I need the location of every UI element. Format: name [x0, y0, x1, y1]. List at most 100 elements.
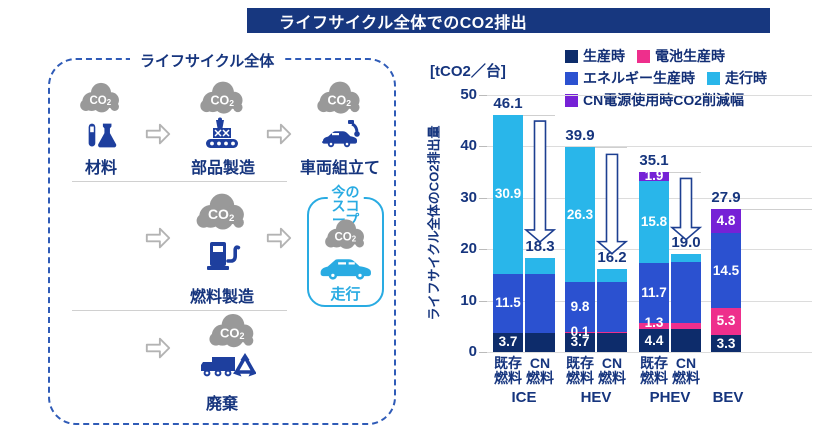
fuel-pump-icon — [202, 236, 242, 276]
y-tick-label: 50 — [460, 86, 477, 103]
row-separator — [72, 310, 287, 311]
reduction-arrow-icon — [669, 177, 703, 241]
lifecycle-panel-title: ライフサイクル全体 — [130, 50, 285, 71]
bar-segment — [565, 332, 595, 333]
bar-segment — [639, 322, 669, 330]
bar-segment — [711, 208, 741, 234]
gridline — [487, 95, 812, 96]
segment-value-label: 11.7 — [641, 284, 667, 300]
segment-value-label: 15.8 — [640, 213, 668, 229]
chart-legend: 生産時 電池生産時エネルギー生産時 走行時 CN電源使用時CO2削減幅 — [565, 46, 767, 110]
bar-segment — [565, 146, 595, 283]
bar-segment — [597, 332, 627, 352]
car-icon — [320, 259, 371, 280]
flow-arrow-icon — [266, 227, 292, 249]
segment-value-label: 11.5 — [495, 295, 521, 311]
car-assembly-icon — [320, 116, 360, 156]
segment-value-label: 14.5 — [712, 262, 740, 278]
gridline — [487, 352, 812, 353]
legend-swatch — [565, 71, 578, 85]
bar-segment — [671, 261, 701, 323]
bar-segment — [711, 307, 741, 336]
segment-value-label: 4.8 — [716, 212, 736, 228]
bar-segment — [671, 322, 701, 330]
co2-cloud-icon: CO2 — [80, 82, 119, 113]
bar-total-label: 35.1 — [639, 151, 669, 169]
chart-unit-label: [tCO2／台] — [430, 63, 506, 80]
flow-arrow-icon — [144, 120, 172, 148]
lifecycle-step-label-fuel: 燃料製造 — [189, 289, 255, 306]
x-axis-sublabel: 既存 燃料 — [566, 355, 594, 386]
y-tick-mark — [479, 352, 487, 353]
x-axis-group-label: ICE — [511, 389, 537, 406]
bar-total-label: 39.9 — [565, 126, 595, 144]
bar-segment — [711, 233, 741, 308]
recycle-icon — [233, 353, 257, 377]
x-axis-group-label: PHEV — [649, 389, 691, 406]
bar-segment — [671, 254, 701, 262]
segment-value-label: 3.7 — [570, 334, 590, 350]
svg-text:CO2: CO2 — [334, 231, 356, 243]
legend-label: エネルギー生産時 — [583, 70, 695, 86]
title-bar: ライフサイクル全体でのCO2排出 — [247, 8, 770, 33]
lifecycle-step-label-assembly: 車両組立て — [299, 160, 381, 177]
flask-icon — [82, 117, 120, 155]
bar-segment — [565, 282, 595, 333]
x-axis-sublabel: CN 燃料 — [526, 355, 554, 386]
y-tick-mark — [479, 197, 487, 199]
legend-item: 電池生産時 — [637, 46, 725, 66]
legend-row: 生産時 電池生産時 — [565, 46, 767, 66]
truck-recycle-icon — [200, 349, 257, 385]
legend-row: CN電源使用時CO2削減幅 — [565, 90, 767, 110]
bar-segment — [493, 273, 523, 333]
segment-value-label: 30.9 — [494, 186, 522, 202]
bar-total-label: 27.9 — [711, 188, 741, 206]
co2-cloud-icon: CO2 — [207, 312, 259, 351]
x-axis-sublabel: 既存 燃料 — [494, 355, 522, 386]
reduction-arrow-icon — [595, 153, 629, 255]
bar-segment — [639, 171, 669, 182]
flow-arrow-icon — [145, 123, 171, 145]
bar-segment — [565, 332, 595, 352]
reduction-arrow-icon — [523, 119, 557, 243]
y-tick-label: 40 — [460, 137, 477, 155]
flow-arrow-icon — [145, 227, 171, 249]
bar-segment — [525, 273, 555, 333]
y-tick-mark — [479, 249, 487, 251]
segment-value-label: 3.7 — [498, 334, 518, 350]
legend-swatch — [637, 49, 650, 63]
lifecycle-step-label-materials: 材料 — [84, 160, 118, 177]
legend-swatch — [565, 49, 578, 63]
svg-text:CO2: CO2 — [210, 93, 234, 108]
legend-label: 生産時 — [583, 48, 625, 64]
x-axis-sublabel: CN 燃料 — [672, 355, 700, 386]
y-tick-mark — [479, 146, 487, 148]
bar-segment — [493, 332, 523, 352]
bar-segment — [525, 332, 555, 352]
row-separator — [72, 181, 287, 182]
legend-item: 生産時 — [565, 46, 625, 66]
legend-label: 走行時 — [725, 70, 767, 86]
page-title: ライフサイクル全体でのCO2排出 — [279, 14, 528, 32]
y-axis-label: ライフサイクル全体のCO2排出量 — [426, 125, 442, 321]
segment-value-label: 1.9 — [644, 168, 664, 184]
gridline — [487, 146, 812, 148]
co2-cloud-icon: CO2 — [194, 191, 250, 233]
co2-cloud-icon: CO2 — [324, 219, 364, 249]
legend-swatch — [565, 93, 578, 107]
co2-cloud-icon: CO2 — [317, 81, 360, 114]
legend-label: CN電源使用時CO2削減幅 — [583, 92, 745, 108]
svg-text:CO2: CO2 — [220, 326, 245, 342]
bar-top-reference-line — [523, 115, 555, 117]
segment-value-label: 5.3 — [716, 313, 736, 329]
bar-segment — [597, 268, 627, 283]
bar-segment — [493, 115, 523, 274]
y-tick-mark — [479, 95, 487, 96]
legend-swatch — [707, 71, 720, 85]
svg-text:CO2: CO2 — [89, 95, 111, 107]
segment-value-label: 9.8 — [570, 299, 590, 315]
x-axis-group-label: BEV — [712, 389, 744, 406]
co2-cloud-icon: CO2 — [200, 81, 243, 114]
bar-total-label: 16.2 — [597, 248, 627, 266]
co2-cloud-icon: CO2 — [78, 81, 124, 116]
